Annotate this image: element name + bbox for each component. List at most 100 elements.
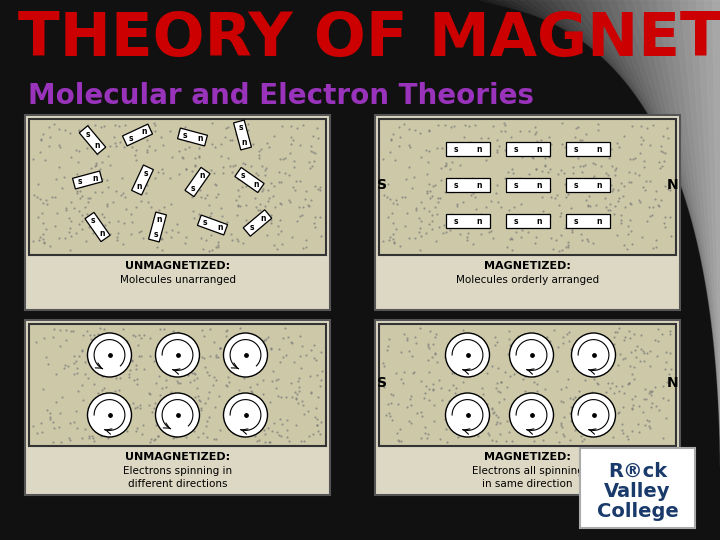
- Point: [565, 403, 577, 411]
- Point: [263, 197, 274, 206]
- Point: [560, 220, 572, 229]
- Point: [295, 364, 307, 373]
- Point: [464, 122, 475, 130]
- Point: [598, 357, 609, 366]
- Point: [59, 361, 71, 369]
- Point: [238, 171, 249, 180]
- Point: [44, 415, 55, 423]
- Point: [423, 343, 435, 352]
- Text: n: n: [261, 213, 266, 222]
- Point: [246, 388, 257, 396]
- Point: [582, 174, 593, 183]
- Point: [72, 363, 84, 372]
- Point: [315, 418, 327, 427]
- Point: [284, 198, 296, 206]
- Point: [448, 368, 459, 377]
- Point: [415, 407, 426, 416]
- Point: [266, 427, 278, 436]
- Point: [581, 332, 593, 341]
- Point: [215, 343, 226, 352]
- Point: [80, 237, 91, 245]
- Point: [150, 174, 161, 183]
- Point: [649, 336, 660, 345]
- Point: [494, 388, 505, 397]
- Point: [608, 210, 619, 219]
- Point: [611, 381, 622, 390]
- Point: [495, 377, 507, 386]
- Point: [184, 406, 195, 414]
- Point: [622, 380, 634, 388]
- Point: [475, 133, 487, 142]
- Point: [210, 193, 222, 201]
- Point: [507, 245, 518, 254]
- Bar: [25, 115, 330, 310]
- Point: [99, 220, 111, 229]
- Point: [403, 347, 415, 356]
- Point: [639, 349, 650, 357]
- Point: [518, 375, 529, 383]
- Point: [312, 133, 323, 142]
- Point: [66, 217, 77, 226]
- Point: [37, 219, 49, 227]
- Point: [125, 133, 137, 142]
- Point: [537, 357, 549, 366]
- Point: [491, 383, 503, 392]
- Point: [449, 121, 460, 130]
- Point: [481, 369, 492, 377]
- Point: [384, 412, 396, 421]
- Polygon shape: [520, 0, 720, 130]
- Point: [530, 165, 541, 173]
- Point: [157, 165, 168, 174]
- Point: [163, 416, 175, 425]
- Point: [227, 366, 238, 374]
- Point: [67, 327, 78, 336]
- Point: [444, 397, 455, 406]
- Point: [238, 394, 249, 402]
- Point: [210, 180, 222, 189]
- Point: [444, 419, 455, 428]
- Point: [409, 125, 420, 134]
- Point: [629, 169, 641, 178]
- Point: [477, 143, 488, 151]
- Point: [158, 351, 170, 360]
- Polygon shape: [680, 0, 720, 410]
- Point: [126, 143, 138, 151]
- Point: [616, 382, 628, 390]
- Point: [312, 426, 324, 435]
- Point: [422, 169, 433, 178]
- Bar: [375, 320, 680, 495]
- Point: [636, 133, 647, 141]
- Point: [402, 335, 413, 344]
- Point: [257, 161, 269, 170]
- Point: [90, 159, 102, 167]
- Point: [605, 205, 616, 214]
- Point: [289, 157, 300, 165]
- Point: [508, 203, 520, 212]
- Point: [66, 326, 77, 335]
- Point: [204, 325, 216, 333]
- Point: [528, 377, 539, 386]
- Point: [381, 411, 392, 420]
- Point: [212, 238, 224, 246]
- Point: [126, 209, 138, 218]
- Point: [104, 230, 115, 239]
- Point: [624, 379, 635, 387]
- Point: [562, 242, 574, 251]
- Point: [474, 420, 485, 429]
- Text: n: n: [137, 183, 142, 192]
- Point: [645, 390, 657, 399]
- Point: [575, 136, 586, 144]
- Polygon shape: [79, 126, 106, 154]
- Point: [265, 219, 276, 228]
- Point: [222, 122, 233, 131]
- Point: [144, 334, 156, 342]
- Point: [108, 353, 120, 362]
- Point: [305, 147, 317, 156]
- Point: [538, 214, 549, 222]
- Point: [266, 344, 277, 353]
- Point: [71, 407, 82, 415]
- Text: Molecules orderly arranged: Molecules orderly arranged: [456, 275, 599, 285]
- Point: [276, 393, 287, 401]
- Point: [422, 157, 433, 166]
- Point: [145, 203, 156, 212]
